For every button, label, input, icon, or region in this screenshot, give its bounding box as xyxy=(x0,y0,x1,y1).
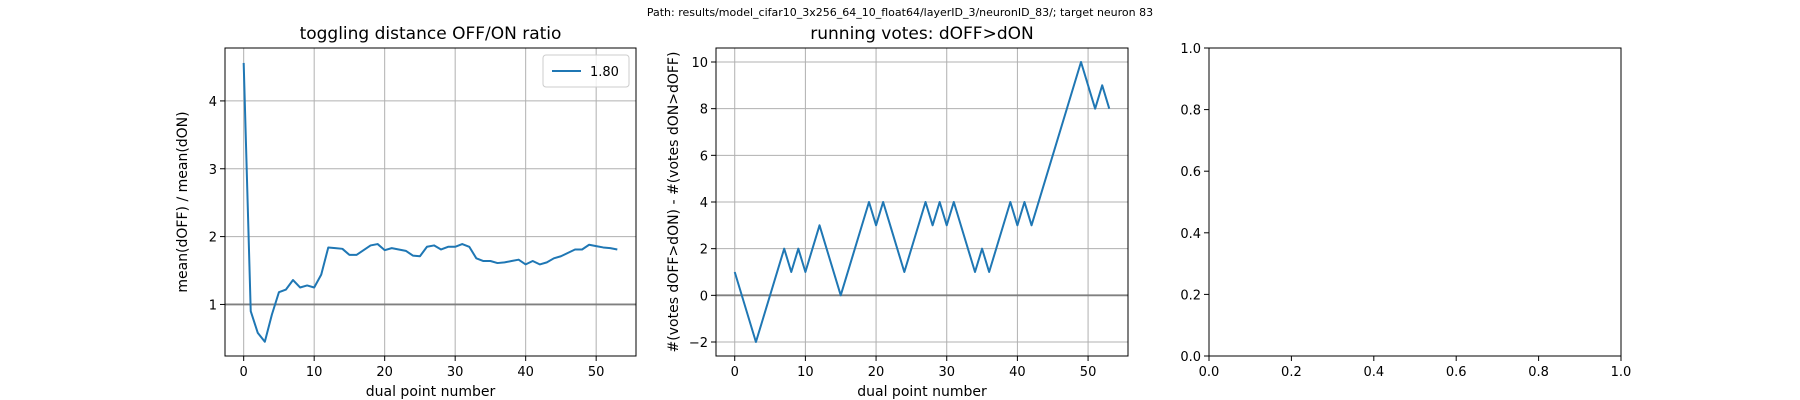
y-tick-label: 2 xyxy=(209,231,217,246)
x-tick-label: 10 xyxy=(797,365,814,380)
x-tick-label: 0.6 xyxy=(1446,365,1467,380)
x-tick-label: 20 xyxy=(376,365,393,380)
x-tick-label: 0.4 xyxy=(1363,365,1384,380)
y-axis-label: #(votes dOFF>dON) - #(votes dON>dOFF) xyxy=(666,52,682,353)
y-tick-label: 10 xyxy=(691,56,708,71)
x-tick-label: 0 xyxy=(240,365,248,380)
x-tick-label: 0.0 xyxy=(1199,365,1220,380)
x-axis-label: dual point number xyxy=(366,384,496,400)
x-tick-label: 0 xyxy=(731,365,739,380)
axes-frame xyxy=(1208,47,1622,357)
x-tick-label: 50 xyxy=(588,365,605,380)
y-axis-label: mean(dOFF) / mean(dON) xyxy=(175,111,191,292)
axes-frame xyxy=(224,47,637,357)
y-tick-label: 0.8 xyxy=(1180,104,1201,119)
y-tick-label: 4 xyxy=(700,196,708,211)
legend-label: 1.80 xyxy=(590,65,619,80)
x-tick-label: 0.2 xyxy=(1281,365,1302,380)
x-tick-label: 30 xyxy=(938,365,955,380)
series-line xyxy=(242,62,618,343)
y-tick-label: 2 xyxy=(700,243,708,258)
y-tick-label: 0.4 xyxy=(1180,227,1201,242)
y-tick-label: −2 xyxy=(689,336,708,351)
ratio-chart: 0 10 20 30 40 50 1 2 3 4 toggling distance OFF/ON … xyxy=(175,24,637,400)
y-tick-label: 3 xyxy=(209,163,217,178)
y-tick-label: 4 xyxy=(209,95,217,110)
x-axis-label: dual point number xyxy=(857,384,987,400)
x-tick-label: 50 xyxy=(1080,365,1097,380)
y-tick-label: 1 xyxy=(209,298,217,313)
y-tick-label: 6 xyxy=(700,149,708,164)
x-tick-label: 10 xyxy=(306,365,323,380)
chart-title: toggling distance OFF/ON ratio xyxy=(300,24,562,44)
votes-chart: 0 10 20 30 40 50 −2 0 2 4 6 8 10 running votes: dOFF>… xyxy=(666,24,1129,400)
y-tick-label: 0.6 xyxy=(1180,165,1201,180)
x-tick-label: 30 xyxy=(447,365,464,380)
y-tick-label: 1.0 xyxy=(1180,42,1201,57)
x-tick-label: 20 xyxy=(868,365,885,380)
series-line xyxy=(733,61,1111,343)
empty-chart: 0.0 0.2 0.4 0.6 0.8 1.0 0.0 0.2 0.4 0.6 0.8 1.0 xyxy=(1180,42,1631,380)
x-tick-label: 40 xyxy=(517,365,534,380)
y-tick-label: 0.2 xyxy=(1180,288,1201,303)
x-tick-label: 0.8 xyxy=(1528,365,1549,380)
chart-title: running votes: dOFF>dON xyxy=(810,24,1033,44)
y-tick-label: 0.0 xyxy=(1180,350,1201,365)
figure-suptitle: Path: results/model_cifar10_3x256_64_10_… xyxy=(647,6,1153,19)
y-tick-label: 0 xyxy=(700,289,708,304)
y-tick-label: 8 xyxy=(700,103,708,118)
x-tick-label: 40 xyxy=(1009,365,1026,380)
legend-box xyxy=(542,54,630,88)
x-tick-label: 1.0 xyxy=(1611,365,1632,380)
